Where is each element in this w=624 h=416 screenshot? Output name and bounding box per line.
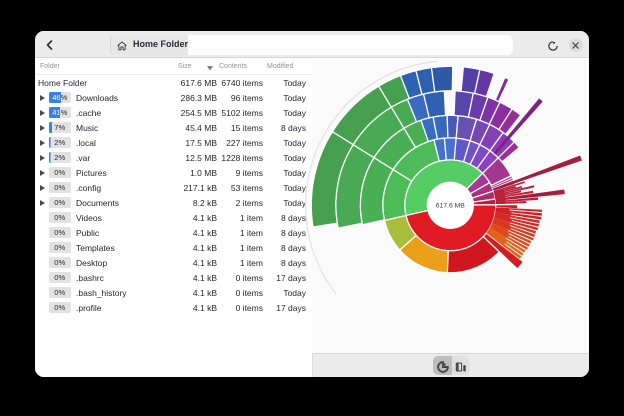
svg-text:617.6 MB: 617.6 MB bbox=[436, 203, 466, 210]
